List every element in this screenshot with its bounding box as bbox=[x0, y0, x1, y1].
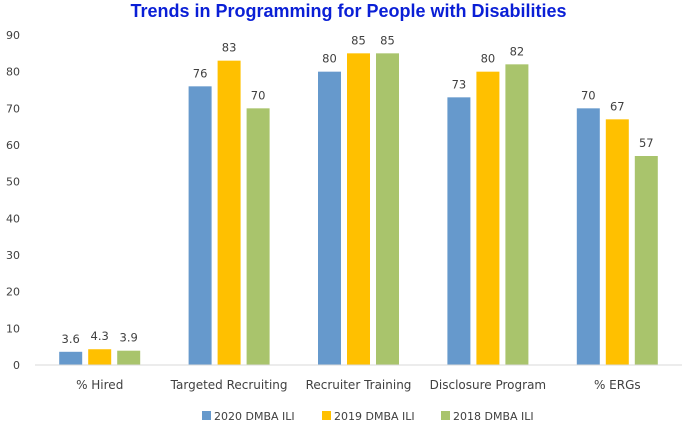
data-label: 70 bbox=[251, 88, 266, 102]
legend-label: 2019 DMBA ILI bbox=[334, 410, 415, 423]
bar bbox=[117, 350, 141, 365]
y-tick-label: 70 bbox=[6, 102, 20, 115]
legend-swatch bbox=[202, 411, 211, 420]
bar bbox=[217, 60, 241, 366]
y-tick-label: 40 bbox=[6, 212, 20, 225]
bar bbox=[246, 108, 270, 365]
data-label: 80 bbox=[481, 52, 496, 66]
category-label: Targeted Recruiting bbox=[170, 378, 288, 392]
y-tick-label: 0 bbox=[13, 359, 20, 372]
data-label: 73 bbox=[452, 77, 467, 91]
data-label: 67 bbox=[610, 99, 625, 113]
legend: 2020 DMBA ILI 2019 DMBA ILI 2018 DMBA ILI bbox=[202, 410, 534, 423]
y-tick-label: 30 bbox=[6, 249, 20, 262]
category-label: % Hired bbox=[76, 378, 123, 392]
data-label: 85 bbox=[380, 33, 395, 47]
category-labels: % Hired Targeted Recruiting Recruiter Trai… bbox=[76, 378, 641, 392]
y-axis-ticks: 0 10 20 30 40 50 60 70 80 90 bbox=[6, 29, 20, 372]
data-label: 82 bbox=[510, 44, 525, 58]
bar bbox=[505, 64, 529, 365]
bar bbox=[88, 349, 112, 365]
y-tick-label: 20 bbox=[6, 286, 20, 299]
data-label: 3.6 bbox=[62, 332, 80, 346]
legend-swatch bbox=[322, 411, 331, 420]
bar bbox=[634, 156, 658, 365]
bar bbox=[376, 53, 399, 365]
legend-label: 2020 DMBA ILI bbox=[214, 410, 295, 423]
y-tick-label: 50 bbox=[6, 176, 20, 189]
category-label: Recruiter Training bbox=[306, 378, 412, 392]
bar bbox=[576, 108, 600, 365]
bar bbox=[347, 53, 370, 365]
category-label: % ERGs bbox=[594, 378, 641, 392]
data-label: 3.9 bbox=[120, 331, 138, 345]
bar bbox=[605, 119, 629, 365]
y-tick-label: 80 bbox=[6, 66, 20, 79]
y-tick-label: 10 bbox=[6, 322, 20, 335]
chart-title: Trends in Programming for People with Di… bbox=[130, 1, 567, 21]
data-label: 57 bbox=[639, 136, 654, 150]
data-label: 70 bbox=[581, 88, 596, 102]
bar bbox=[447, 97, 471, 365]
y-tick-label: 60 bbox=[6, 139, 20, 152]
bar bbox=[318, 71, 341, 366]
data-label: 80 bbox=[322, 52, 337, 66]
data-label: 4.3 bbox=[91, 329, 109, 343]
bar bbox=[59, 351, 83, 365]
data-label: 85 bbox=[351, 33, 366, 47]
data-labels: 3.6 4.3 3.9 76 83 70 80 85 85 73 80 82 70 67 57 bbox=[62, 33, 654, 345]
legend-swatch bbox=[441, 411, 450, 420]
bars bbox=[59, 53, 658, 366]
data-label: 83 bbox=[222, 41, 237, 55]
data-label: 76 bbox=[193, 66, 208, 80]
bar bbox=[476, 71, 500, 366]
legend-label: 2018 DMBA ILI bbox=[453, 410, 534, 423]
y-tick-label: 90 bbox=[6, 29, 20, 42]
category-label: Disclosure Program bbox=[430, 378, 546, 392]
bar bbox=[188, 86, 212, 365]
